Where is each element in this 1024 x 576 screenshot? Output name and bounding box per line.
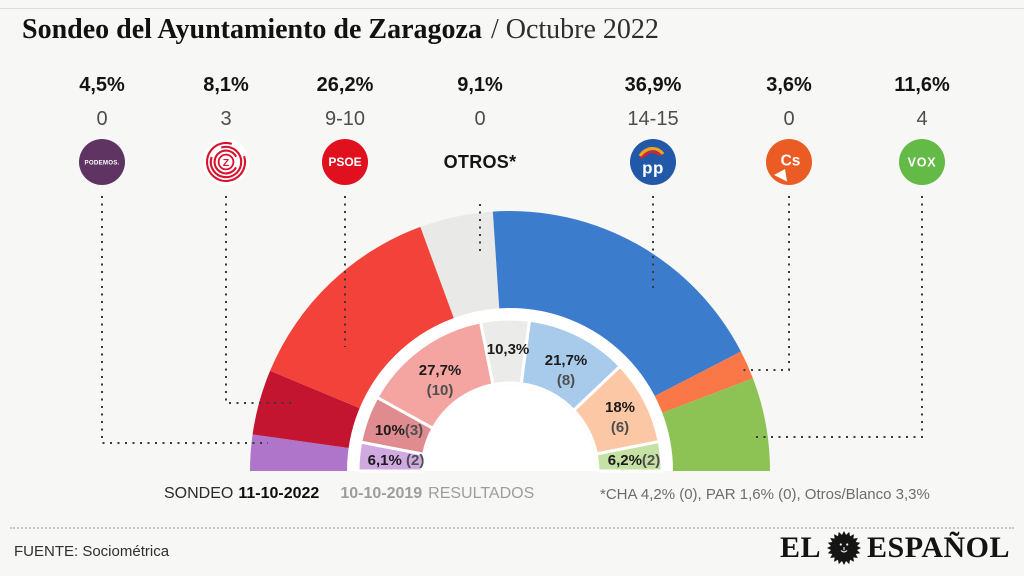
lion-icon: [826, 530, 862, 566]
outer-segment-podemos: [250, 434, 350, 471]
podemos-poll-percent: 4,5%: [79, 74, 125, 96]
leader-line-vox: [752, 196, 923, 438]
inner-segment-vox: [594, 439, 664, 473]
cs-logo: Cs: [723, 138, 855, 186]
cs-seats: 0: [783, 108, 795, 130]
outer-segment-zec: [252, 370, 361, 449]
inner-ring-label: 18% (6): [604, 399, 636, 436]
otros-poll-percent: 9,1%: [457, 74, 503, 96]
vox-poll-percent: 11,6%: [894, 74, 950, 96]
psoe-logo: PSOE: [279, 138, 411, 186]
svg-text:pp: pp: [642, 159, 664, 178]
vox-logo: VOX: [856, 138, 988, 186]
zec-poll-percent: 8,1%: [203, 74, 249, 96]
brand-logo: EL ESPAÑOL: [780, 530, 1010, 566]
podemos-seats: 0: [96, 108, 108, 130]
zec-logo: Z: [160, 138, 292, 186]
brand-espanol: ESPAÑOL: [867, 531, 1010, 564]
leader-line-cs: [742, 196, 790, 371]
outer-segment-otros: [420, 211, 500, 319]
party-column-otros: 9,1% 0 OTROS*: [414, 74, 546, 186]
party-column-cs: 3,6% 0 Cs: [723, 74, 855, 186]
podemos-logo: PODEMOS.: [36, 138, 168, 186]
inner-ring-label: 6,1% (2): [367, 452, 425, 469]
outer-segment-pp: [492, 211, 741, 397]
bottom-divider: [10, 527, 1014, 529]
svg-text:PSOE: PSOE: [328, 155, 361, 169]
leader-line-podemos: [101, 196, 268, 444]
party-column-pp: 36,9% 14-15 pp: [587, 74, 719, 186]
otros-label: OTROS*: [443, 151, 517, 172]
legend-sondeo-label: SONDEO: [164, 485, 234, 502]
psoe-seats: 9-10: [324, 108, 366, 130]
pp-logo: pp: [587, 138, 719, 186]
zec-seats: 3: [220, 108, 232, 130]
source-credit: FUENTE: Sociométrica: [14, 543, 170, 560]
party-column-psoe: 26,2% 9-10 PSOE: [279, 74, 411, 186]
top-divider: [0, 8, 1024, 9]
footnote: *CHA 4,2% (0), PAR 1,6% (0), Otros/Blanc…: [600, 486, 930, 503]
svg-text:PODEMOS.: PODEMOS.: [85, 159, 120, 166]
brand-el: EL: [780, 531, 822, 564]
svg-text:Z: Z: [223, 157, 230, 169]
svg-text:VOX: VOX: [908, 155, 937, 169]
psoe-poll-percent: 26,2%: [316, 74, 374, 96]
legend-sondeo-date: 11-10-2022: [238, 485, 320, 502]
legend-previous-date: 10-10-2019: [340, 485, 423, 502]
inner-ring-label: 21,7% (8): [544, 352, 588, 389]
title-period: / Octubre 2022: [490, 14, 659, 45]
leader-line-zec: [225, 196, 292, 404]
inner-ring-label: 27,7% (10): [418, 362, 462, 399]
otros-label-slot: OTROS*: [414, 138, 546, 186]
outer-segment-psoe: [270, 226, 455, 409]
party-column-podemos: 4,5% 0 PODEMOS.: [36, 74, 168, 186]
pp-poll-percent: 36,9%: [624, 74, 682, 96]
inner-ring-label: 10%(3): [374, 422, 424, 439]
donut-hole: [424, 385, 596, 471]
svg-text:Cs: Cs: [781, 153, 801, 170]
cs-poll-percent: 3,6%: [766, 74, 812, 96]
ring-gap: [347, 308, 673, 472]
page-title: Sondeo del Ayuntamiento de Zaragoza / Oct…: [22, 14, 659, 46]
title-main: Sondeo del Ayuntamiento de Zaragoza: [22, 14, 482, 45]
pp-seats: 14-15: [627, 108, 679, 130]
party-column-vox: 11,6% 4 VOX: [856, 74, 988, 186]
outer-segment-cs: [653, 351, 753, 414]
outer-segment-vox: [661, 378, 770, 471]
inner-ring-label: 6,2%(2): [607, 452, 661, 469]
otros-seats: 0: [474, 108, 486, 130]
vox-seats: 4: [916, 108, 928, 130]
inner-ring-label: 10,3%: [486, 341, 530, 358]
legend: SONDEO 11-10-2022 10-10-2019 RESULTADOS: [164, 485, 534, 503]
legend-previous-label: RESULTADOS: [428, 485, 535, 502]
party-column-zec: 8,1% 3 Z: [160, 74, 292, 186]
